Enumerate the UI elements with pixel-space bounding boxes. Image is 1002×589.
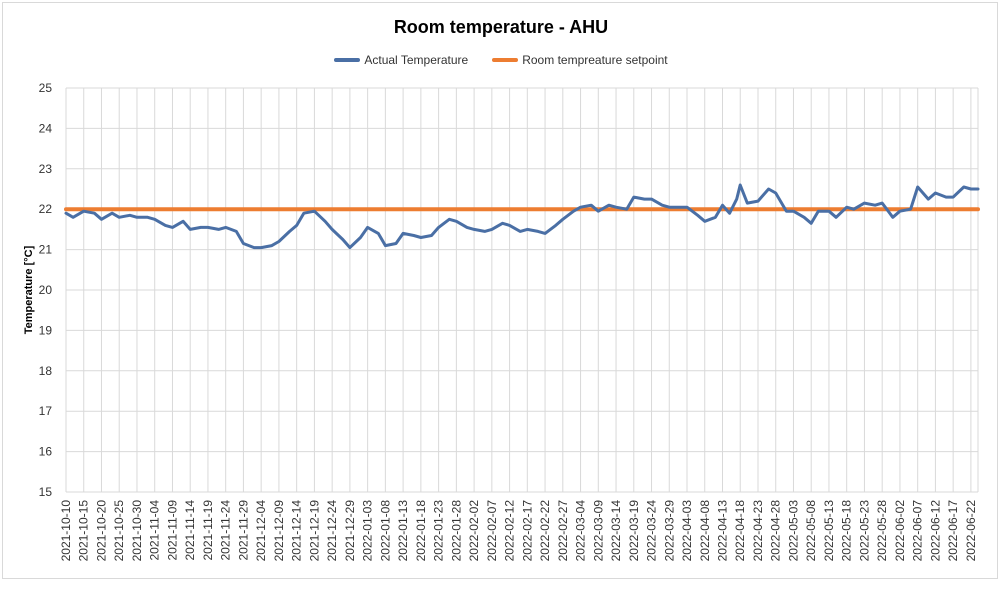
legend-swatch-actual — [334, 58, 361, 62]
x-tick-label: 2021-12-14 — [290, 500, 304, 562]
x-tick-label: 2022-03-29 — [662, 500, 676, 562]
y-tick-label: 15 — [39, 485, 53, 499]
legend-item-setpoint: Room tempreature setpoint — [492, 53, 668, 67]
legend-label-actual: Actual Temperature — [364, 53, 469, 67]
x-tick-label: 2022-03-19 — [627, 500, 641, 562]
x-tick-label: 2021-10-30 — [130, 500, 144, 562]
x-tick-label: 2021-11-09 — [165, 500, 179, 561]
y-tick-label: 16 — [39, 445, 53, 459]
x-tick-label: 2022-04-08 — [698, 500, 712, 562]
x-tick-label: 2021-10-20 — [94, 500, 108, 562]
y-tick-label: 24 — [39, 121, 53, 135]
y-tick-label: 20 — [39, 283, 53, 297]
x-tick-label: 2022-05-13 — [822, 500, 836, 562]
chart-title: Room temperature - AHU — [393, 17, 609, 37]
x-tick-label: 2022-06-17 — [946, 500, 960, 562]
x-tick-label: 2021-10-10 — [59, 500, 73, 562]
x-tick-label: 2022-01-13 — [396, 500, 410, 562]
y-tick-label: 22 — [39, 202, 53, 216]
x-tick-label: 2021-10-25 — [112, 500, 126, 562]
y-axis-label: Temperature [°C] — [23, 245, 35, 334]
y-tick-label: 21 — [39, 243, 53, 257]
x-tick-label: 2022-05-18 — [840, 500, 854, 562]
x-tick-label: 2021-10-15 — [77, 500, 91, 562]
y-tick-label: 23 — [39, 162, 53, 176]
x-tick-label: 2022-05-28 — [875, 500, 889, 562]
x-tick-label: 2022-04-23 — [751, 500, 765, 562]
x-tick-label: 2022-05-08 — [804, 500, 818, 562]
x-tick-label: 2021-11-04 — [148, 500, 162, 561]
x-axis-ticks: 2021-10-10 2021-10-15 2021-10-20 2021-10-25… — [59, 500, 978, 562]
x-tick-label: 2022-01-28 — [449, 500, 463, 562]
grid — [65, 87, 979, 493]
x-tick-label: 2022-06-07 — [911, 500, 925, 562]
y-tick-label: 17 — [39, 404, 53, 418]
x-tick-label: 2022-06-22 — [964, 500, 978, 562]
x-tick-label: 2022-02-27 — [556, 500, 570, 562]
legend-label-setpoint: Room tempreature setpoint — [522, 53, 668, 67]
y-axis-ticks: 15 16 17 18 19 20 21 22 23 24 25 — [39, 81, 53, 499]
y-tick-label: 25 — [39, 81, 53, 95]
x-tick-label: 2021-12-04 — [254, 500, 268, 562]
y-tick-label: 19 — [39, 323, 53, 337]
x-tick-label: 2022-06-12 — [928, 500, 942, 562]
x-tick-label: 2022-04-18 — [733, 500, 747, 562]
x-tick-label: 2022-04-28 — [769, 500, 783, 562]
x-tick-label: 2022-05-03 — [786, 500, 800, 562]
x-tick-label: 2022-02-17 — [520, 500, 534, 562]
series-actual-temperature — [64, 183, 980, 250]
x-tick-label: 2022-04-13 — [715, 500, 729, 562]
x-tick-label: 2022-02-12 — [503, 500, 517, 562]
x-tick-label: 2022-01-03 — [361, 500, 375, 562]
x-tick-label: 2021-12-24 — [325, 500, 339, 562]
x-tick-label: 2022-03-24 — [645, 500, 659, 562]
x-tick-label: 2022-06-02 — [893, 500, 907, 562]
x-tick-label: 2022-02-07 — [485, 500, 499, 562]
legend-item-actual: Actual Temperature — [334, 53, 468, 67]
x-tick-label: 2022-03-09 — [591, 500, 605, 562]
x-tick-label: 2022-02-22 — [538, 500, 552, 562]
x-tick-label: 2022-01-08 — [378, 500, 392, 562]
x-tick-label: 2022-02-02 — [467, 500, 481, 562]
x-tick-label: 2022-05-23 — [857, 500, 871, 562]
x-tick-label: 2021-12-09 — [272, 500, 286, 562]
series-group — [64, 183, 980, 250]
y-tick-label: 18 — [39, 364, 53, 378]
x-tick-label: 2021-12-19 — [307, 500, 321, 562]
x-tick-label: 2021-11-29 — [236, 500, 250, 561]
x-tick-label: 2022-03-14 — [609, 500, 623, 562]
legend-swatch-setpoint — [492, 58, 519, 62]
x-tick-label: 2021-11-24 — [219, 500, 233, 561]
x-tick-label: 2022-01-18 — [414, 500, 428, 562]
x-tick-label: 2021-12-29 — [343, 500, 357, 562]
x-tick-label: 2022-04-03 — [680, 500, 694, 562]
x-tick-label: 2022-03-04 — [574, 500, 588, 562]
x-tick-label: 2022-01-23 — [432, 500, 446, 562]
chart-legend: Actual Temperature Room tempreature setp… — [0, 53, 1002, 67]
x-tick-label: 2021-11-14 — [183, 500, 197, 561]
x-tick-label: 2021-11-19 — [201, 500, 215, 561]
